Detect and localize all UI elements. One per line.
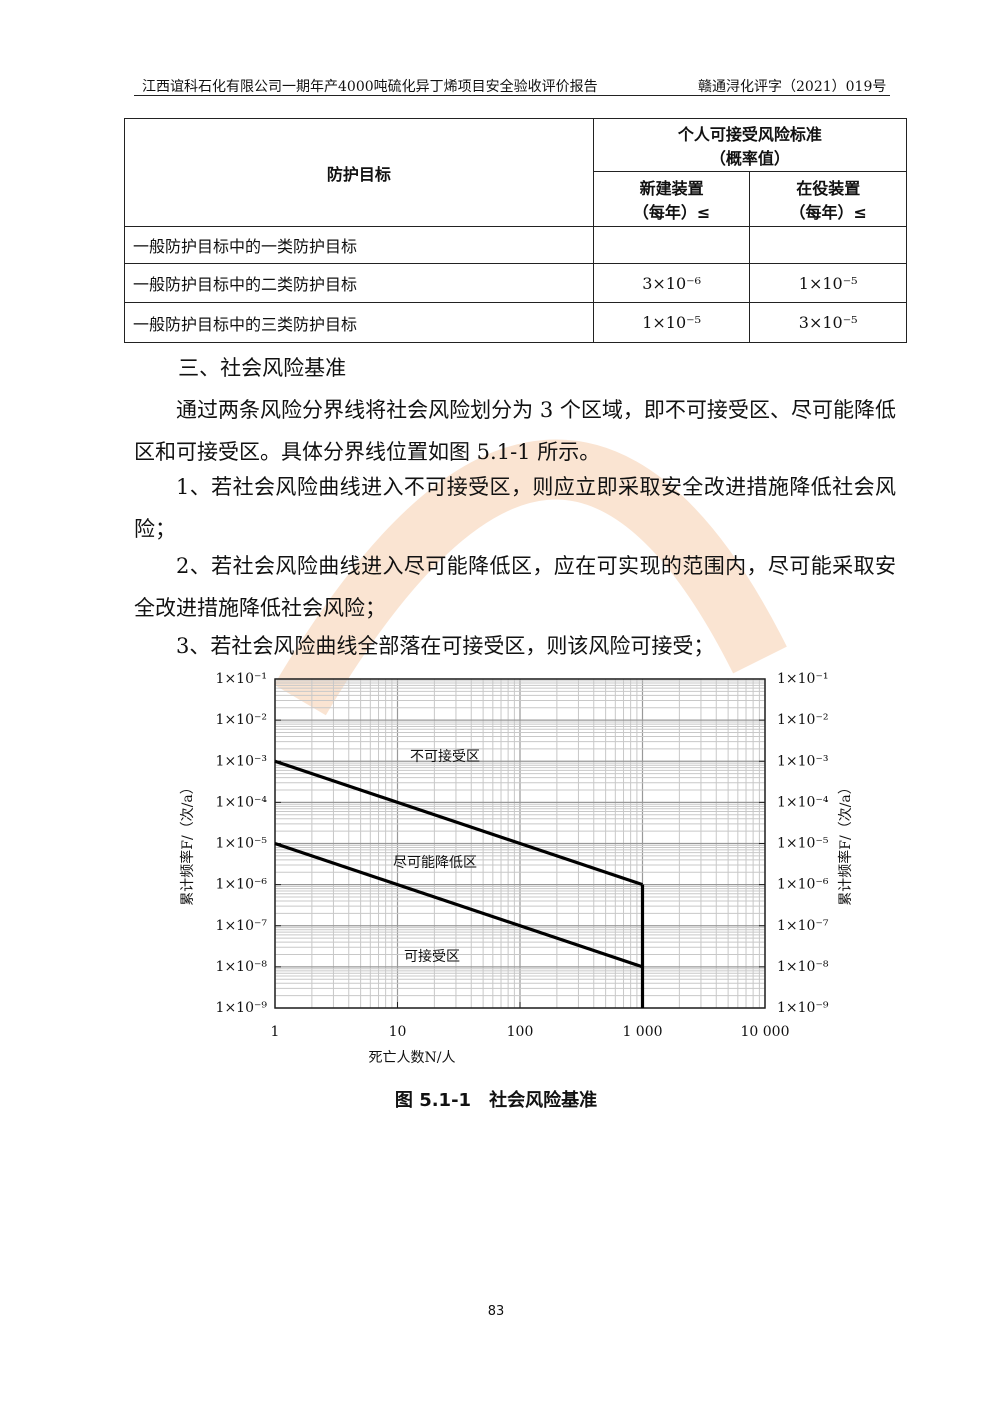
section-title: 三、社会风险基准 <box>178 356 347 380</box>
th-line: 在役装置 <box>796 179 861 198</box>
y-tick-label: 1×10⁻⁶ <box>216 877 268 893</box>
y2-tick-label: 1×10⁻⁶ <box>777 877 829 893</box>
th-target: 防护目标 <box>124 118 594 227</box>
y2-tick-label: 1×10⁻⁵ <box>777 836 829 852</box>
x-tick-label: 1 <box>271 1024 280 1040</box>
table-cell: 3×10⁻⁵ <box>749 302 907 343</box>
header-rule <box>134 95 890 96</box>
y2-tick-label: 1×10⁻⁷ <box>777 918 829 934</box>
paragraph: 1、若社会风险曲线进入不可接受区，则应立即采取安全改进措施降低社会风险； <box>134 475 896 541</box>
th-new: 新建装置 （每年）≤ <box>592 171 751 227</box>
region-label: 不可接受区 <box>410 748 480 765</box>
header-left: 江西谊科石化有限公司一期年产4000吨硫化异丁烯项目安全验收评价报告 <box>142 79 598 95</box>
x-axis-title: 死亡人数N/人 <box>369 1050 456 1066</box>
figure-caption: 图 5.1-1 社会风险基准 <box>394 1090 598 1111</box>
th-standard: 个人可接受风险标准 （概率值） <box>592 118 908 172</box>
y2-axis-title: 累计频率F/（次/a） <box>837 780 854 906</box>
y-axis-title: 累计频率F/（次/a） <box>179 780 196 906</box>
x-tick-label: 1 000 <box>622 1024 662 1040</box>
th-existing: 在役装置 （每年）≤ <box>749 171 907 227</box>
y2-tick-label: 1×10⁻⁹ <box>777 1000 829 1016</box>
y-tick-label: 1×10⁻³ <box>216 753 267 769</box>
th-line: 个人可接受风险标准 <box>677 125 822 144</box>
x-tick-label: 10 <box>389 1024 407 1040</box>
y-tick-label: 1×10⁻⁸ <box>216 959 268 975</box>
y2-tick-label: 1×10⁻³ <box>777 753 828 769</box>
paragraph: 3、若社会风险曲线全部落在可接受区，则该风险可接受； <box>176 634 715 658</box>
table-cell <box>592 226 751 264</box>
y-tick-label: 1×10⁻⁴ <box>216 794 268 810</box>
y-tick-label: 1×10⁻⁹ <box>216 1000 268 1016</box>
table-cell <box>749 226 907 264</box>
y-tick-label: 1×10⁻⁷ <box>216 918 268 934</box>
table-cell: 一般防护目标中的三类防护目标 <box>124 302 594 343</box>
table-row: 一般防护目标中的一类防护目标 <box>124 226 907 264</box>
th-line: （每年）≤ <box>632 203 711 222</box>
table-cell: 一般防护目标中的一类防护目标 <box>124 226 594 264</box>
chart: 死亡人数N/人 累计频率F/（次/a） 累计频率F/（次/a） 1×10⁻⁹ 1×… <box>179 671 854 1066</box>
risk-table: 防护目标 个人可接受风险标准 （概率值） 新建装置 （每年）≤ 在役装置 （每年）≤ … <box>124 118 908 343</box>
th-line: 新建装置 <box>639 179 704 198</box>
boundary-line <box>274 841 644 969</box>
region-label: 尽可能降低区 <box>393 855 477 871</box>
table-row: 一般防护目标中的三类防护目标 1×10⁻⁵ 3×10⁻⁵ <box>124 302 907 343</box>
y2-tick-label: 1×10⁻⁸ <box>777 959 829 975</box>
table-row: 一般防护目标中的二类防护目标 3×10⁻⁶ 1×10⁻⁵ <box>124 263 907 303</box>
table-cell: 一般防护目标中的二类防护目标 <box>124 263 594 303</box>
table-cell: 1×10⁻⁵ <box>749 263 907 303</box>
watermark-arc <box>274 439 787 716</box>
y-tick-label: 1×10⁻⁵ <box>216 836 268 852</box>
x-tick-label: 10 000 <box>741 1024 790 1040</box>
y-tick-label: 1×10⁻¹ <box>216 671 267 687</box>
y2-tick-label: 1×10⁻² <box>777 712 828 728</box>
page-number: 83 <box>487 1304 505 1319</box>
y-tick-label: 1×10⁻² <box>216 712 267 728</box>
y2-tick-label: 1×10⁻¹ <box>777 671 828 687</box>
region-label: 可接受区 <box>404 948 460 965</box>
th-line: （概率值） <box>709 149 790 168</box>
x-tick-label: 100 <box>507 1024 534 1040</box>
table-cell: 3×10⁻⁶ <box>592 263 751 303</box>
y2-tick-label: 1×10⁻⁴ <box>777 794 829 810</box>
table-cell: 1×10⁻⁵ <box>592 302 751 343</box>
table-body: 一般防护目标中的一类防护目标 一般防护目标中的二类防护目标 3×10⁻⁶ 1×10⁻⁵… <box>124 226 907 343</box>
header-right: 赣通浔化评字（2021）019号 <box>698 79 887 95</box>
paragraph: 通过两条风险分界线将社会风险划分为 3 个区域，即不可接受区、尽可能降低区和可接… <box>134 398 896 464</box>
paragraph: 2、若社会风险曲线进入尽可能降低区，应在可实现的范围内，尽可能采取安全改进措施降… <box>134 554 896 620</box>
th-line: （每年）≤ <box>789 203 867 222</box>
boundary-line <box>274 759 644 887</box>
